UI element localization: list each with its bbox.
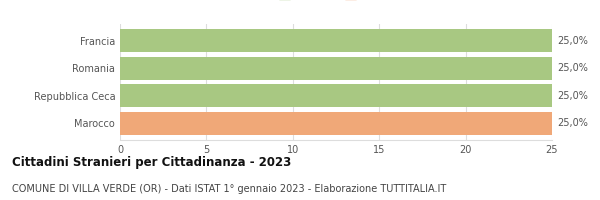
Text: 25,0%: 25,0% (557, 91, 588, 101)
Text: Cittadini Stranieri per Cittadinanza - 2023: Cittadini Stranieri per Cittadinanza - 2… (12, 156, 291, 169)
Legend: Europa, Africa: Europa, Africa (275, 0, 397, 5)
Bar (120, 57, 552, 80)
Text: 25,0%: 25,0% (557, 118, 588, 128)
Bar (120, 112, 552, 135)
Text: COMUNE DI VILLA VERDE (OR) - Dati ISTAT 1° gennaio 2023 - Elaborazione TUTTITALI: COMUNE DI VILLA VERDE (OR) - Dati ISTAT … (12, 184, 446, 194)
Bar (120, 29, 552, 52)
Text: 25,0%: 25,0% (557, 63, 588, 73)
Bar (120, 84, 552, 107)
Text: 25,0%: 25,0% (557, 36, 588, 46)
